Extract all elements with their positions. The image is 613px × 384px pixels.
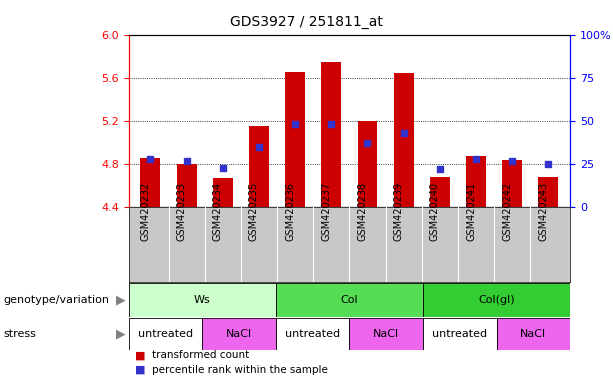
- Text: ▶: ▶: [116, 293, 126, 306]
- Text: GDS3927 / 251811_at: GDS3927 / 251811_at: [230, 15, 383, 29]
- Bar: [129, 283, 276, 317]
- Bar: [177, 164, 197, 207]
- Text: percentile rank within the sample: percentile rank within the sample: [152, 365, 328, 375]
- Bar: [321, 61, 341, 207]
- Text: GSM420243: GSM420243: [538, 182, 549, 241]
- Bar: [497, 318, 570, 350]
- Text: untreated: untreated: [138, 329, 193, 339]
- Bar: [140, 158, 161, 207]
- Text: Col: Col: [341, 295, 358, 305]
- Bar: [276, 318, 349, 350]
- Text: genotype/variation: genotype/variation: [3, 295, 109, 305]
- Bar: [423, 318, 497, 350]
- Text: Ws: Ws: [194, 295, 211, 305]
- Text: untreated: untreated: [285, 329, 340, 339]
- Text: GSM420236: GSM420236: [285, 182, 295, 241]
- Text: NaCl: NaCl: [373, 329, 399, 339]
- Bar: [502, 160, 522, 207]
- Bar: [285, 72, 305, 207]
- Bar: [430, 177, 450, 207]
- Text: GSM420233: GSM420233: [177, 182, 186, 241]
- Text: GSM420234: GSM420234: [213, 182, 223, 241]
- Text: GSM420235: GSM420235: [249, 182, 259, 241]
- Text: GSM420240: GSM420240: [430, 182, 440, 241]
- Bar: [276, 283, 423, 317]
- Bar: [349, 318, 423, 350]
- Bar: [249, 126, 269, 207]
- Bar: [394, 73, 414, 207]
- Bar: [213, 178, 233, 207]
- Bar: [202, 318, 276, 350]
- Text: ■: ■: [135, 365, 145, 375]
- Text: ▶: ▶: [116, 328, 126, 340]
- Text: NaCl: NaCl: [520, 329, 546, 339]
- Text: transformed count: transformed count: [152, 350, 249, 360]
- Bar: [423, 283, 570, 317]
- Text: GSM420232: GSM420232: [140, 182, 150, 241]
- Text: GSM420242: GSM420242: [502, 182, 512, 241]
- Text: GSM420238: GSM420238: [357, 182, 368, 241]
- Bar: [129, 318, 202, 350]
- Text: Col(gl): Col(gl): [478, 295, 515, 305]
- Bar: [466, 156, 486, 207]
- Text: GSM420241: GSM420241: [466, 182, 476, 241]
- Text: ■: ■: [135, 350, 145, 360]
- Text: stress: stress: [3, 329, 36, 339]
- Bar: [357, 121, 378, 207]
- Text: GSM420237: GSM420237: [321, 182, 331, 241]
- Text: untreated: untreated: [432, 329, 487, 339]
- Text: NaCl: NaCl: [226, 329, 252, 339]
- Bar: [538, 177, 558, 207]
- Text: GSM420239: GSM420239: [394, 182, 404, 241]
